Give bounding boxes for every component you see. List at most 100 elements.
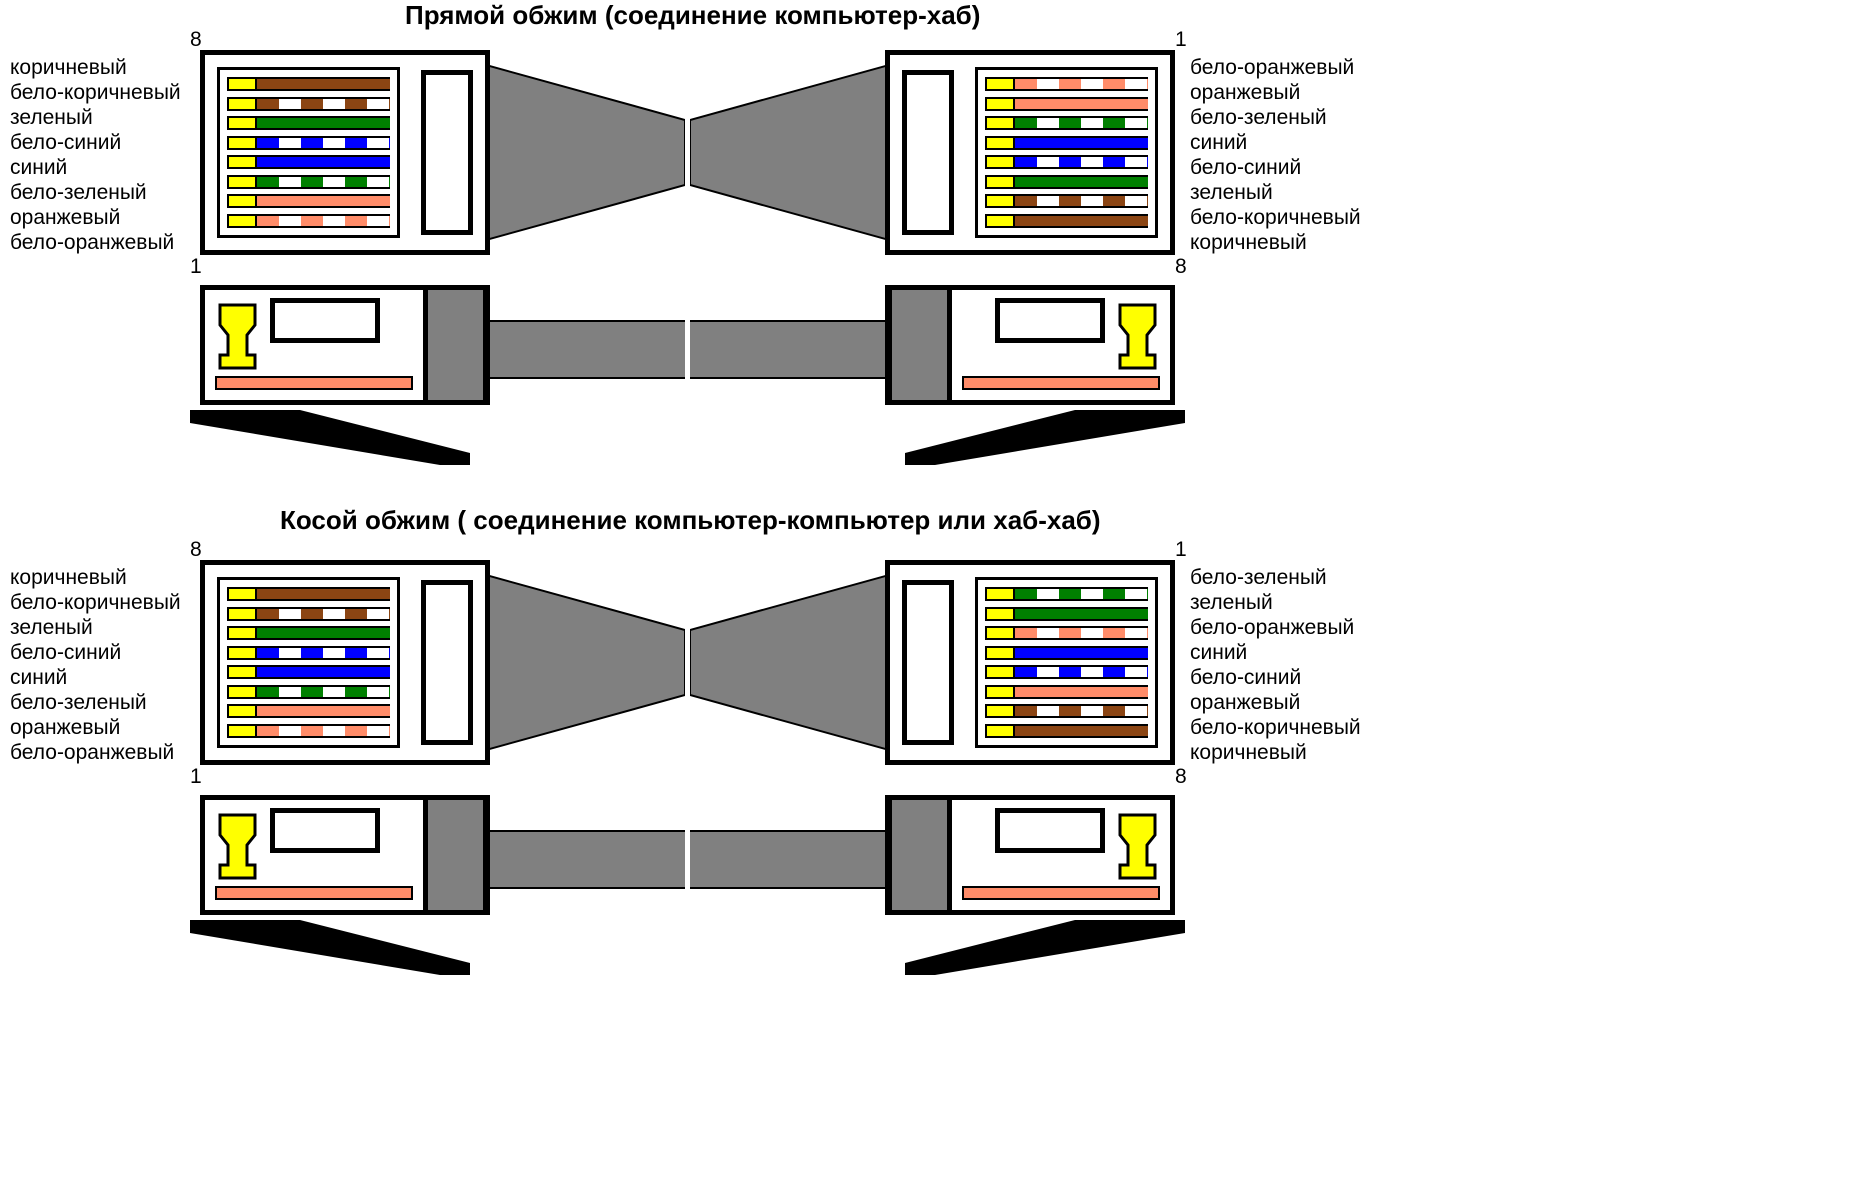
wire-color-label: коричневый <box>1190 230 1361 255</box>
gold-pin <box>985 77 1015 91</box>
wire-row <box>985 607 1148 621</box>
gold-pin <box>227 646 257 660</box>
wire-row <box>985 155 1148 169</box>
wire <box>257 175 390 189</box>
wire-color-label: бело-синий <box>1190 155 1361 180</box>
gold-pin <box>227 626 257 640</box>
wire-color-label: оранжевый <box>1190 690 1361 715</box>
wire-row <box>227 626 390 640</box>
wire-row <box>227 704 390 718</box>
wire-row <box>227 607 390 621</box>
wire-row <box>985 97 1148 111</box>
side-cable <box>485 830 685 889</box>
gold-pin <box>227 175 257 189</box>
side-cable <box>485 320 685 379</box>
gold-pin <box>985 704 1015 718</box>
pin-num: 1 <box>190 255 202 279</box>
pin-num: 8 <box>190 538 202 562</box>
wire <box>257 665 390 679</box>
wire-color-label: коричневый <box>10 565 181 590</box>
wire <box>257 136 390 150</box>
gold-pin <box>227 155 257 169</box>
pin-num: 1 <box>1175 28 1187 52</box>
wire-color-label: бело-зеленый <box>1190 105 1361 130</box>
wire-row <box>985 214 1148 228</box>
wire <box>257 704 390 718</box>
cable-top <box>475 50 685 255</box>
wire <box>1015 704 1148 718</box>
connector-top-left <box>200 50 490 255</box>
gold-pin <box>227 685 257 699</box>
connector-side-left <box>200 795 490 970</box>
connector-side-right <box>885 285 1175 460</box>
side-cable <box>690 320 890 379</box>
wire-color-label: бело-оранжевый <box>10 230 181 255</box>
wire-color-label: бело-зеленый <box>10 180 181 205</box>
wire <box>257 155 390 169</box>
gold-pin <box>227 116 257 130</box>
gold-pin <box>227 665 257 679</box>
wire-row <box>985 665 1148 679</box>
wire-color-label: оранжевый <box>1190 80 1361 105</box>
wire-row <box>227 724 390 738</box>
wire <box>257 626 390 640</box>
wire-row <box>985 626 1148 640</box>
wire-color-label: коричневый <box>1190 740 1361 765</box>
gold-pin <box>227 97 257 111</box>
connector-top-left <box>200 560 490 765</box>
wire <box>1015 646 1148 660</box>
connector-side-right <box>885 795 1175 970</box>
pin-num: 8 <box>1175 765 1187 789</box>
gold-pin <box>227 214 257 228</box>
pin-num: 1 <box>1175 538 1187 562</box>
pin-num: 1 <box>190 765 202 789</box>
wire <box>1015 136 1148 150</box>
wire <box>257 116 390 130</box>
connector-top-right <box>885 50 1175 255</box>
wire-row <box>985 77 1148 91</box>
wire <box>257 587 390 601</box>
wire <box>257 646 390 660</box>
connector-side-left <box>200 285 490 460</box>
wire-row <box>985 724 1148 738</box>
wire <box>1015 607 1148 621</box>
wire <box>1015 626 1148 640</box>
wire-color-label: зеленый <box>10 615 181 640</box>
wire-row <box>227 116 390 130</box>
cable-top <box>475 560 685 765</box>
wire <box>1015 175 1148 189</box>
connector-top-right <box>885 560 1175 765</box>
wire <box>257 724 390 738</box>
wire-color-label: бело-оранжевый <box>1190 615 1361 640</box>
wire <box>1015 724 1148 738</box>
gold-pin <box>227 704 257 718</box>
wire <box>1015 77 1148 91</box>
gold-pin <box>985 116 1015 130</box>
wire-row <box>985 116 1148 130</box>
wire-row <box>227 587 390 601</box>
gold-pin <box>227 607 257 621</box>
wire-color-label: бело-коричневый <box>10 590 181 615</box>
wire-row <box>227 97 390 111</box>
wire-color-label: синий <box>10 155 181 180</box>
wire <box>1015 214 1148 228</box>
wire-color-label: синий <box>1190 130 1361 155</box>
gold-pin <box>227 77 257 91</box>
wire-color-label: бело-коричневый <box>1190 205 1361 230</box>
side-cable <box>690 830 890 889</box>
wire <box>257 607 390 621</box>
wire-row <box>985 136 1148 150</box>
wire-row <box>227 155 390 169</box>
wire <box>257 77 390 91</box>
gold-pin <box>985 194 1015 208</box>
wire-color-label: синий <box>10 665 181 690</box>
wire-row <box>985 194 1148 208</box>
wire-row <box>227 665 390 679</box>
cable-top <box>690 560 900 765</box>
cross-right-labels: бело-зеленыйзеленыйбело-оранжевыйсинийбе… <box>1190 565 1361 765</box>
wire-color-label: синий <box>1190 640 1361 665</box>
wire <box>1015 155 1148 169</box>
gold-pin <box>985 685 1015 699</box>
gold-pin <box>985 665 1015 679</box>
wire <box>1015 97 1148 111</box>
